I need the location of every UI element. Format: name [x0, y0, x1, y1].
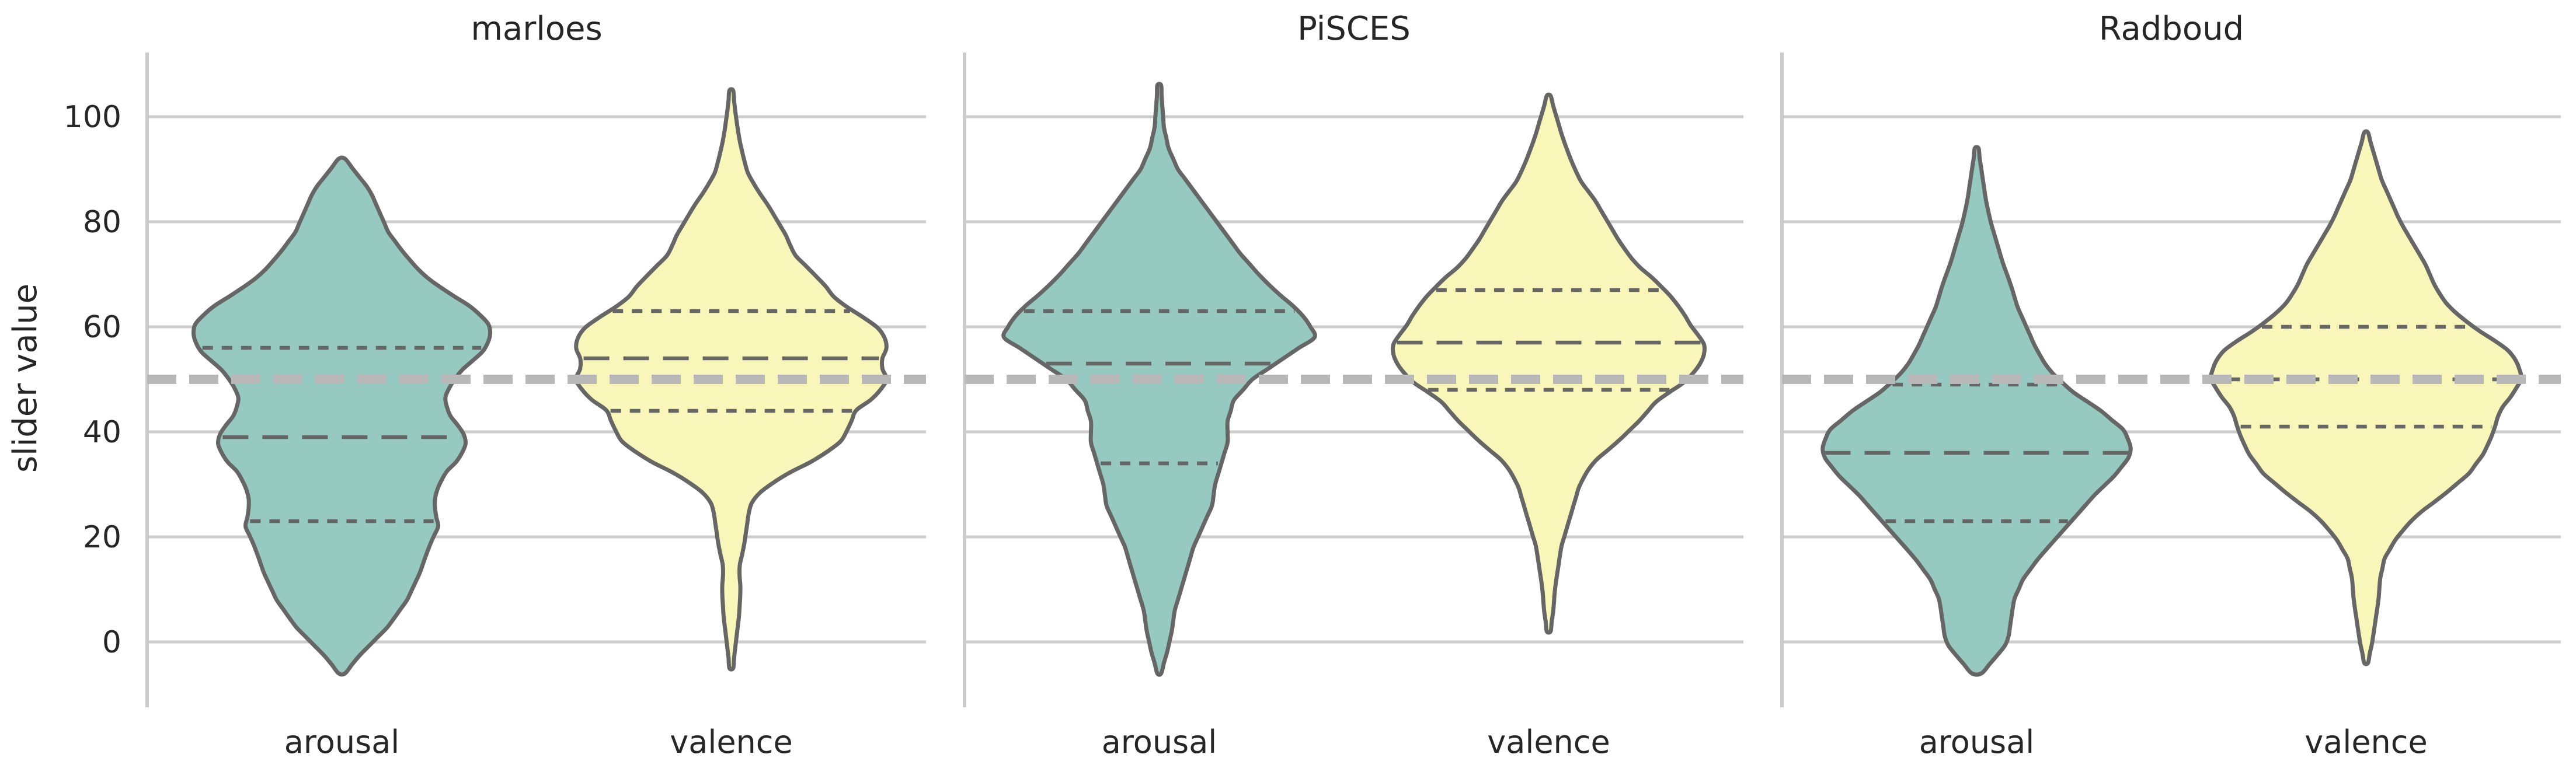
facet-title: PiSCES: [1297, 10, 1411, 48]
y-tick-label: 100: [64, 100, 121, 135]
violin-arousal: [1820, 145, 2133, 677]
y-tick-label: 40: [83, 415, 121, 450]
x-tick-label: valence: [2305, 724, 2427, 760]
facet-title: Radboud: [2099, 10, 2244, 48]
violin-body: [191, 155, 493, 677]
y-tick-label: 80: [83, 205, 121, 240]
violin-body: [574, 87, 889, 672]
facet-title: marloes: [471, 10, 602, 48]
y-tick-label: 60: [83, 310, 121, 345]
violin-arousal: [191, 155, 493, 677]
facet-radboud: arousal valence Radboud: [1780, 10, 2561, 760]
facet-marloes: 0 20 40 60 80 100 arousal valence marloes: [64, 10, 926, 760]
y-tick-label: 0: [102, 625, 121, 660]
violin-valence: [574, 87, 889, 672]
x-tick-label: arousal: [1102, 724, 1217, 760]
x-tick-label: valence: [1487, 724, 1610, 760]
x-tick-label: valence: [670, 724, 792, 760]
y-axis-label: slider value: [6, 284, 44, 473]
violin-body: [2209, 129, 2523, 666]
x-tick-label: arousal: [284, 724, 400, 760]
facet-pisces: arousal valence PiSCES: [963, 10, 1743, 760]
y-tick-label: 20: [83, 520, 121, 555]
violin-valence: [2209, 129, 2523, 666]
violin-body: [1390, 92, 1707, 635]
facets: 0 20 40 60 80 100 arousal valence marloes arousal…: [64, 10, 2561, 760]
violin-valence: [1390, 92, 1707, 635]
x-tick-label: arousal: [1919, 724, 2035, 760]
violin-body: [1820, 145, 2133, 677]
